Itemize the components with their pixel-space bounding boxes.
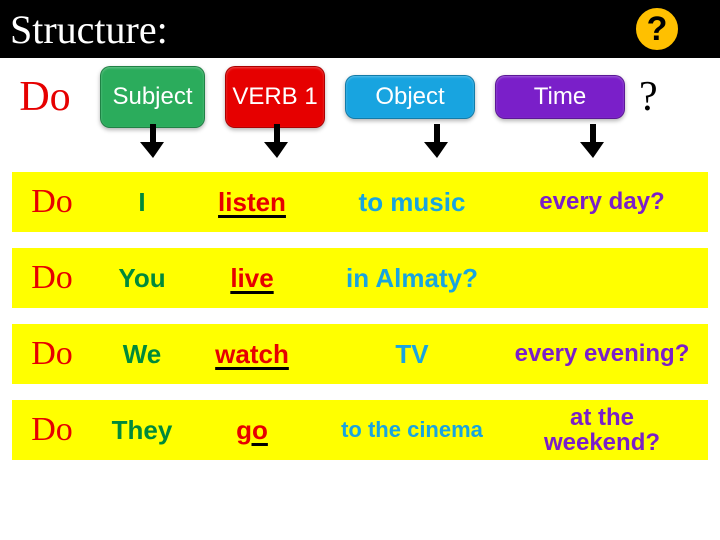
arrow-down-icon (580, 124, 606, 160)
examples-container: Do I listen to music every day? Do You l… (0, 166, 720, 460)
question-mark: ? (639, 73, 658, 121)
header-bar: Structure: ? (0, 0, 720, 58)
cell-verb: listen (192, 187, 312, 218)
chip-verb: VERB 1 (225, 66, 325, 128)
page-title: Structure: (10, 6, 168, 53)
cell-do: Do (12, 335, 92, 373)
cell-subject: I (92, 187, 192, 218)
example-row: Do You live in Almaty? (12, 248, 708, 308)
arrow-down-icon (424, 124, 450, 160)
chip-time: Time (495, 75, 625, 119)
cell-do: Do (12, 259, 92, 297)
cell-time: at the weekend? (512, 405, 692, 455)
do-label: Do (10, 73, 80, 121)
cell-do: Do (12, 411, 92, 449)
example-row: Do I listen to music every day? (12, 172, 708, 232)
cell-object: to music (312, 187, 512, 218)
example-row: Do They go to the cinema at the weekend? (12, 400, 708, 460)
cell-verb: go (192, 415, 312, 446)
cell-verb: live (192, 263, 312, 294)
help-icon: ? (634, 6, 680, 52)
arrows-row (0, 128, 720, 166)
example-row: Do We watch TV every evening? (12, 324, 708, 384)
cell-object: TV (312, 339, 512, 370)
cell-subject: We (92, 339, 192, 370)
chip-object: Object (345, 75, 475, 119)
cell-subject: You (92, 263, 192, 294)
cell-subject: They (92, 415, 192, 446)
structure-chips-row: Do Subject VERB 1 Object Time ? (0, 58, 720, 128)
cell-verb: watch (192, 339, 312, 370)
cell-object: to the cinema (312, 417, 512, 443)
cell-time: every day? (512, 189, 692, 214)
cell-do: Do (12, 183, 92, 221)
arrow-down-icon (264, 124, 290, 160)
cell-time: every evening? (512, 341, 692, 366)
chip-subject: Subject (100, 66, 205, 128)
cell-object: in Almaty? (312, 263, 512, 294)
arrow-down-icon (140, 124, 166, 160)
